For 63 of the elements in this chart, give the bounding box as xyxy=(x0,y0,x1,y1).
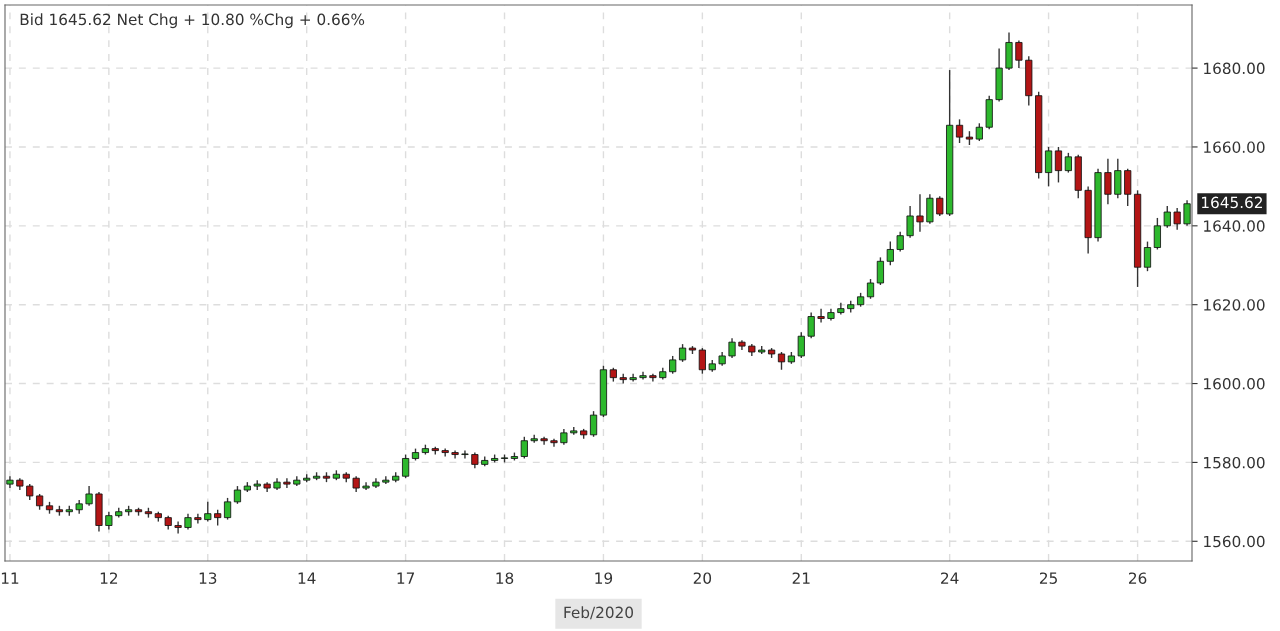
candlestick xyxy=(1064,152,1072,174)
x-tick-label: 18 xyxy=(496,572,514,584)
candlestick xyxy=(916,193,924,233)
candlestick xyxy=(886,240,894,266)
x-tick-label: 12 xyxy=(100,572,118,584)
candlestick xyxy=(520,436,528,460)
x-tick-label: 13 xyxy=(199,572,217,584)
y-tick-label: 1620.00 xyxy=(1204,299,1265,311)
x-tick-label: 26 xyxy=(1128,572,1147,584)
candlestick xyxy=(540,436,548,446)
candlestick xyxy=(926,193,934,225)
candlestick xyxy=(629,373,637,383)
candlestick xyxy=(1143,240,1152,272)
candlestick xyxy=(1163,205,1171,229)
y-tick-label: 1580.00 xyxy=(1204,456,1265,469)
x-tick-label: 17 xyxy=(397,572,415,584)
candlestick xyxy=(441,447,449,458)
candlestick xyxy=(876,256,884,286)
candlestick xyxy=(1054,146,1063,184)
candlestick xyxy=(550,438,558,448)
candlestick xyxy=(866,278,875,300)
candlestick xyxy=(1153,217,1161,251)
candlestick xyxy=(728,337,736,359)
candlestick xyxy=(698,347,706,375)
candlestick xyxy=(896,231,904,253)
candlestick xyxy=(807,311,815,339)
candlestick xyxy=(194,512,202,525)
y-tick-label: 1660.00 xyxy=(1204,141,1265,153)
candlestick xyxy=(639,371,647,381)
x-tick-label: 19 xyxy=(595,572,613,584)
x-tick-label: 21 xyxy=(792,572,810,584)
text: 1645.62 xyxy=(1202,196,1262,209)
x-tick-label: 20 xyxy=(693,572,712,584)
candlestick xyxy=(223,497,232,521)
y-tick-label: 1640.00 xyxy=(1204,220,1265,232)
y-tick-label: 1560.00 xyxy=(1204,535,1265,548)
candlestick xyxy=(1173,207,1181,231)
candlestick xyxy=(1104,158,1112,205)
x-tick-label: 14 xyxy=(298,572,316,584)
candlestick xyxy=(649,373,657,383)
candlestick xyxy=(1124,167,1132,207)
x-tick-label: 24 xyxy=(941,572,959,584)
candlestick xyxy=(955,118,964,144)
text: Bid 1645.62 Net Chg + 10.80 %Chg + 0.66% xyxy=(20,13,365,29)
y-tick-label: 1680.00 xyxy=(1204,62,1265,75)
candlestick xyxy=(906,205,914,239)
candlestick xyxy=(1044,146,1053,188)
x-axis-title: Feb/2020 xyxy=(564,606,634,620)
candlestick xyxy=(1114,158,1122,199)
candlestick xyxy=(382,475,390,485)
candlestick xyxy=(797,331,805,359)
candlestick xyxy=(402,453,410,479)
candlestick xyxy=(461,449,469,460)
candlestick xyxy=(85,485,93,507)
x-tick-label: 11 xyxy=(1,572,19,584)
candlestick xyxy=(1015,39,1023,69)
candlestick xyxy=(589,410,598,438)
candlestick xyxy=(174,520,182,535)
candlestick xyxy=(817,307,825,324)
y-tick-label: 1600.00 xyxy=(1204,378,1265,390)
candlestick xyxy=(204,501,212,523)
candlestick xyxy=(936,195,944,217)
x-tick-label: 25 xyxy=(1039,572,1057,584)
